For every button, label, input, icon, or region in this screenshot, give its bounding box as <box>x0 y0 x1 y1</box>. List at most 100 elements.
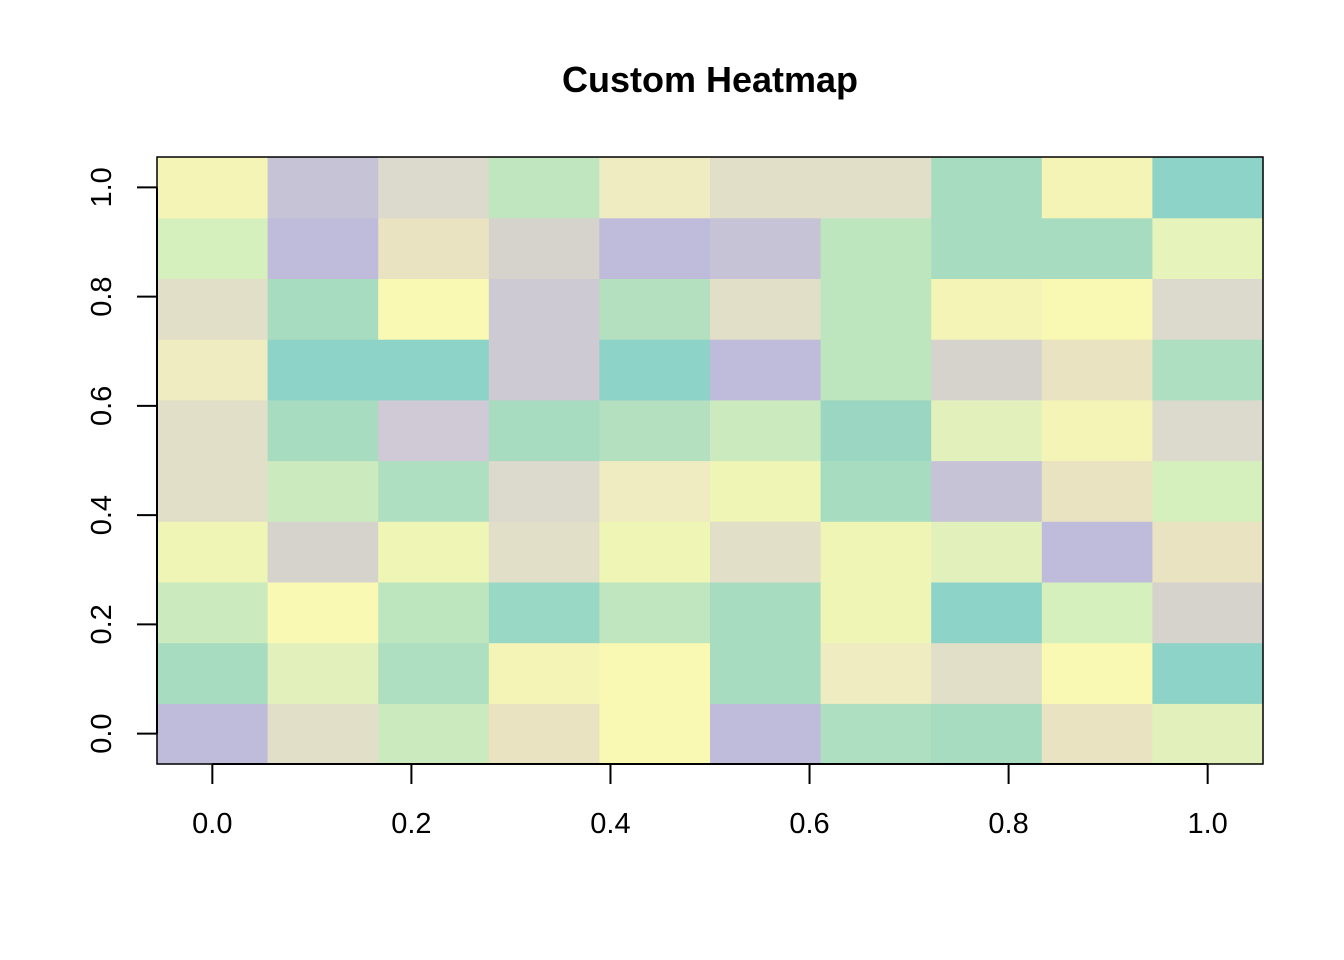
heatmap-cell <box>931 399 1043 462</box>
x-tick-label: 1.0 <box>1187 808 1227 840</box>
heatmap-cell <box>378 399 490 462</box>
heatmap-cell <box>488 581 600 644</box>
heatmap-cell <box>599 217 711 279</box>
heatmap-cell <box>488 217 600 279</box>
heatmap-cell <box>931 339 1043 401</box>
x-tick-label: 0.0 <box>192 808 232 840</box>
heatmap-cell <box>1041 703 1153 765</box>
heatmap-cell <box>1152 157 1264 219</box>
heatmap-cell <box>710 217 822 279</box>
heatmap-cell <box>157 217 269 279</box>
heatmap-cell <box>267 581 379 644</box>
heatmap-cell <box>820 703 932 765</box>
heatmap-cell <box>599 157 711 219</box>
heatmap-cell <box>1041 460 1153 522</box>
heatmap-cell <box>931 703 1043 765</box>
heatmap-cell <box>267 157 379 219</box>
heatmap-cell <box>488 642 600 704</box>
heatmap-cell <box>267 217 379 279</box>
heatmap-cell <box>267 642 379 704</box>
heatmap-cell <box>710 521 822 583</box>
heatmap-cell <box>488 157 600 219</box>
y-tick-label: 0.8 <box>86 276 118 316</box>
x-tick-label: 0.8 <box>988 808 1028 840</box>
heatmap-cell <box>378 157 490 219</box>
heatmap-cell <box>488 703 600 765</box>
heatmap-cell <box>1152 460 1264 522</box>
heatmap-cell <box>931 642 1043 704</box>
heatmap-cell <box>1152 703 1264 765</box>
chart-title: Custom Heatmap <box>562 59 858 100</box>
heatmap-cell <box>599 339 711 401</box>
heatmap-cell <box>1152 399 1264 462</box>
heatmap-cell <box>378 278 490 340</box>
heatmap-cell <box>820 581 932 644</box>
heatmap-cell <box>488 399 600 462</box>
heatmap-cell <box>710 339 822 401</box>
heatmap-cell <box>820 217 932 279</box>
heatmap-cell <box>378 703 490 765</box>
heatmap-cell <box>157 339 269 401</box>
x-tick-label: 0.4 <box>590 808 630 840</box>
heatmap-cell <box>820 278 932 340</box>
heatmap-cell <box>267 399 379 462</box>
heatmap-cell <box>820 521 932 583</box>
heatmap-cell <box>157 581 269 644</box>
heatmap-cell <box>931 157 1043 219</box>
x-tick-label: 0.6 <box>789 808 829 840</box>
x-tick-label: 0.2 <box>391 808 431 840</box>
heatmap-cell <box>820 642 932 704</box>
heatmap-cell <box>1152 581 1264 644</box>
heatmap-cell <box>1041 157 1153 219</box>
heatmap-cell <box>931 521 1043 583</box>
heatmap-cell <box>820 157 932 219</box>
heatmap-cell <box>599 399 711 462</box>
heatmap-cell <box>710 278 822 340</box>
heatmap-cell <box>378 460 490 522</box>
heatmap-cell <box>157 460 269 522</box>
heatmap-cell <box>599 521 711 583</box>
heatmap-cell <box>157 642 269 704</box>
heatmap-cell <box>378 642 490 704</box>
heatmap-cell <box>1152 278 1264 340</box>
heatmap-cell <box>931 460 1043 522</box>
y-axis: 0.0 0.2 0.4 0.6 0.8 1.0 <box>86 167 158 754</box>
heatmap-cell <box>710 703 822 765</box>
heatmap-cell <box>1041 521 1153 583</box>
heatmap-cell <box>488 278 600 340</box>
heatmap-cell <box>710 581 822 644</box>
heatmap-cell <box>599 278 711 340</box>
heatmap-cell <box>1041 217 1153 279</box>
heatmap-cell <box>1152 217 1264 279</box>
heatmap-cell <box>931 581 1043 644</box>
heatmap-cell <box>1041 278 1153 340</box>
heatmap-cell <box>599 703 711 765</box>
heatmap-cell <box>267 703 379 765</box>
heatmap-cell <box>931 217 1043 279</box>
heatmap-cell <box>710 460 822 522</box>
heatmap-cell <box>1041 399 1153 462</box>
y-tick-label: 0.4 <box>86 495 118 535</box>
heatmap-cell <box>1041 339 1153 401</box>
y-tick-label: 0.6 <box>86 386 118 426</box>
heatmap-cell <box>710 642 822 704</box>
heatmap-cell <box>157 399 269 462</box>
heatmap-cell <box>267 339 379 401</box>
heatmap-cell <box>599 581 711 644</box>
heatmap-cell <box>1152 642 1264 704</box>
y-tick-label: 0.2 <box>86 604 118 644</box>
heatmap-cell <box>378 339 490 401</box>
x-axis: 0.0 0.2 0.4 0.6 0.8 1.0 <box>192 763 1228 840</box>
heatmap-cell <box>488 460 600 522</box>
y-tick-label: 1.0 <box>86 167 118 207</box>
heatmap-cell <box>1041 581 1153 644</box>
y-tick-label: 0.0 <box>86 713 118 753</box>
heatmap-cell <box>599 460 711 522</box>
heatmap-cell <box>157 278 269 340</box>
heatmap-cell <box>488 339 600 401</box>
heatmap-cell <box>378 217 490 279</box>
heatmap-cell <box>599 642 711 704</box>
heatmap-cell <box>157 703 269 765</box>
heatmap-cell <box>820 460 932 522</box>
